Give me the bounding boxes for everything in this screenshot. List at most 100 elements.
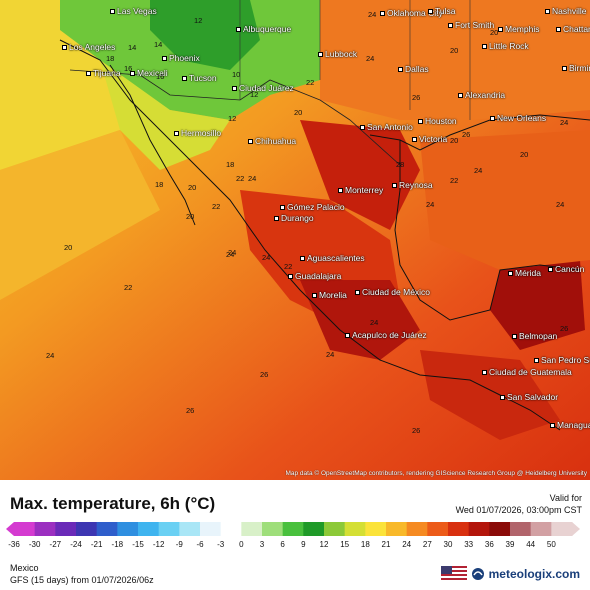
scale-tick-label: 6 xyxy=(280,540,285,549)
isotherm-label: 16 xyxy=(156,72,165,81)
scale-cell xyxy=(96,522,118,536)
scale-cell xyxy=(55,522,77,536)
city-label: Ciudad de Guatemala xyxy=(482,367,572,377)
scale-cell xyxy=(448,522,470,536)
isotherm-label: 12 xyxy=(228,114,237,123)
city-label: Gómez Palacio xyxy=(280,202,345,212)
scale-tick-label: -30 xyxy=(28,540,41,549)
isotherm-label: 22 xyxy=(450,176,459,185)
city-label: Nashville xyxy=(545,6,587,16)
scale-cell xyxy=(427,522,449,536)
city-label: Fort Smith xyxy=(448,20,494,30)
isotherm-label: 18 xyxy=(106,54,115,63)
isotherm-label: 20 xyxy=(294,108,303,117)
scale-tick-label: -36 xyxy=(8,540,20,549)
southern-mexico-hot xyxy=(300,280,420,360)
isotherm-label: 14 xyxy=(128,43,137,52)
city-label: Birmingham xyxy=(562,63,590,73)
brand[interactable]: meteologix.com xyxy=(440,566,580,582)
scale-tick-label: 39 xyxy=(505,540,515,549)
isotherm-label: 18 xyxy=(155,180,164,189)
isotherm-label: 22 xyxy=(306,78,315,87)
city-label: Memphis xyxy=(498,24,539,34)
city-label: Tulsa xyxy=(428,6,455,16)
city-label: Aguascalientes xyxy=(300,253,365,263)
isotherm-label: 14 xyxy=(154,40,163,49)
isotherm-label: 12 xyxy=(250,90,259,99)
isotherm-label: 26 xyxy=(186,406,195,415)
isotherm-label: 26 xyxy=(462,130,471,139)
valid-for: Valid for Wed 01/07/2026, 03:00pm CST xyxy=(456,492,582,516)
isotherm-label: 28 xyxy=(396,160,405,169)
city-label: Houston xyxy=(418,116,457,126)
isotherm-label: 24 xyxy=(262,253,271,262)
scale-cell xyxy=(365,522,387,536)
city-label: Hermosillo xyxy=(174,128,221,138)
scale-tick-label: -3 xyxy=(217,540,225,549)
city-label: Managua xyxy=(550,420,590,430)
city-label: Phoenix xyxy=(162,53,200,63)
isotherm-label: 24 xyxy=(46,351,55,360)
city-label: Albuquerque xyxy=(236,24,291,34)
isotherm-label: 18 xyxy=(226,160,235,169)
scale-tick-label: -6 xyxy=(196,540,204,549)
color-scale xyxy=(6,522,580,536)
isotherm-label: 24 xyxy=(474,166,483,175)
isotherm-label: 24 xyxy=(426,200,435,209)
model-run: GFS (15 days) from 01/07/2026/06z xyxy=(10,575,154,585)
city-label: Acapulco de Juárez xyxy=(345,330,427,340)
scale-cell xyxy=(262,522,284,536)
isotherm-label: 24 xyxy=(560,118,569,127)
valid-time: Wed 01/07/2026, 03:00pm CST xyxy=(455,505,582,515)
scale-tick-label: 15 xyxy=(340,540,350,549)
city-label: Lubbock xyxy=(318,49,357,59)
city-label: Ciudad Juárez xyxy=(232,83,294,93)
city-label: Little Rock xyxy=(482,41,529,51)
scale-cell xyxy=(386,522,408,536)
city-label: Oklahoma City xyxy=(380,8,443,18)
scale-cell xyxy=(344,522,366,536)
city-label: San Antonio xyxy=(360,122,413,132)
scale-tick-label: -12 xyxy=(152,540,165,549)
yucatan-hot xyxy=(490,260,585,350)
isotherm-label: 22 xyxy=(284,262,293,271)
sonora-zone xyxy=(100,60,230,170)
city-label: San Pedro Sula xyxy=(534,355,590,365)
scale-cell xyxy=(489,522,511,536)
scale-cell xyxy=(179,522,201,536)
isotherm-label: 24 xyxy=(366,54,375,63)
us-flag-icon[interactable] xyxy=(440,566,467,582)
northeast-mexico-hot xyxy=(300,120,420,230)
scale-cell xyxy=(138,522,160,536)
scale-cell xyxy=(551,522,573,536)
scale-cell xyxy=(530,522,552,536)
city-label: New Orleans xyxy=(490,113,546,123)
scale-cell xyxy=(76,522,98,536)
city-label: Dallas xyxy=(398,64,429,74)
scale-cell xyxy=(220,522,242,536)
scale-tick-label: -9 xyxy=(175,540,183,549)
scale-tick-label: 9 xyxy=(301,540,306,549)
scale-cell xyxy=(510,522,532,536)
isotherm-label: 20 xyxy=(450,46,459,55)
city-label: Morelia xyxy=(312,290,347,300)
pacific-mid-zone xyxy=(0,130,160,300)
baja-coastline xyxy=(109,64,196,226)
city-label: Belmopan xyxy=(512,331,557,341)
scale-tick-label: -18 xyxy=(111,540,124,549)
meteologix-logo-icon xyxy=(471,568,484,580)
scale-tick-label: -21 xyxy=(90,540,103,549)
city-label: Las Vegas xyxy=(110,6,157,16)
temperature-map[interactable]: Las Vegas Los Angeles Phoenix Albuquerqu… xyxy=(0,0,590,480)
city-label: Monterrey xyxy=(338,185,383,195)
scale-cell xyxy=(406,522,428,536)
scale-tick-label: 27 xyxy=(422,540,432,549)
scale-tick-label: 44 xyxy=(526,540,536,549)
isotherm-label: 26 xyxy=(412,426,421,435)
scale-cell xyxy=(324,522,346,536)
scale-left-arrow xyxy=(6,522,14,536)
brand-name[interactable]: meteologix.com xyxy=(488,567,580,581)
isotherm-label: 20 xyxy=(186,212,195,221)
isotherm-label: 26 xyxy=(260,370,269,379)
map-title: Max. temperature, 6h (°C) xyxy=(10,494,216,513)
